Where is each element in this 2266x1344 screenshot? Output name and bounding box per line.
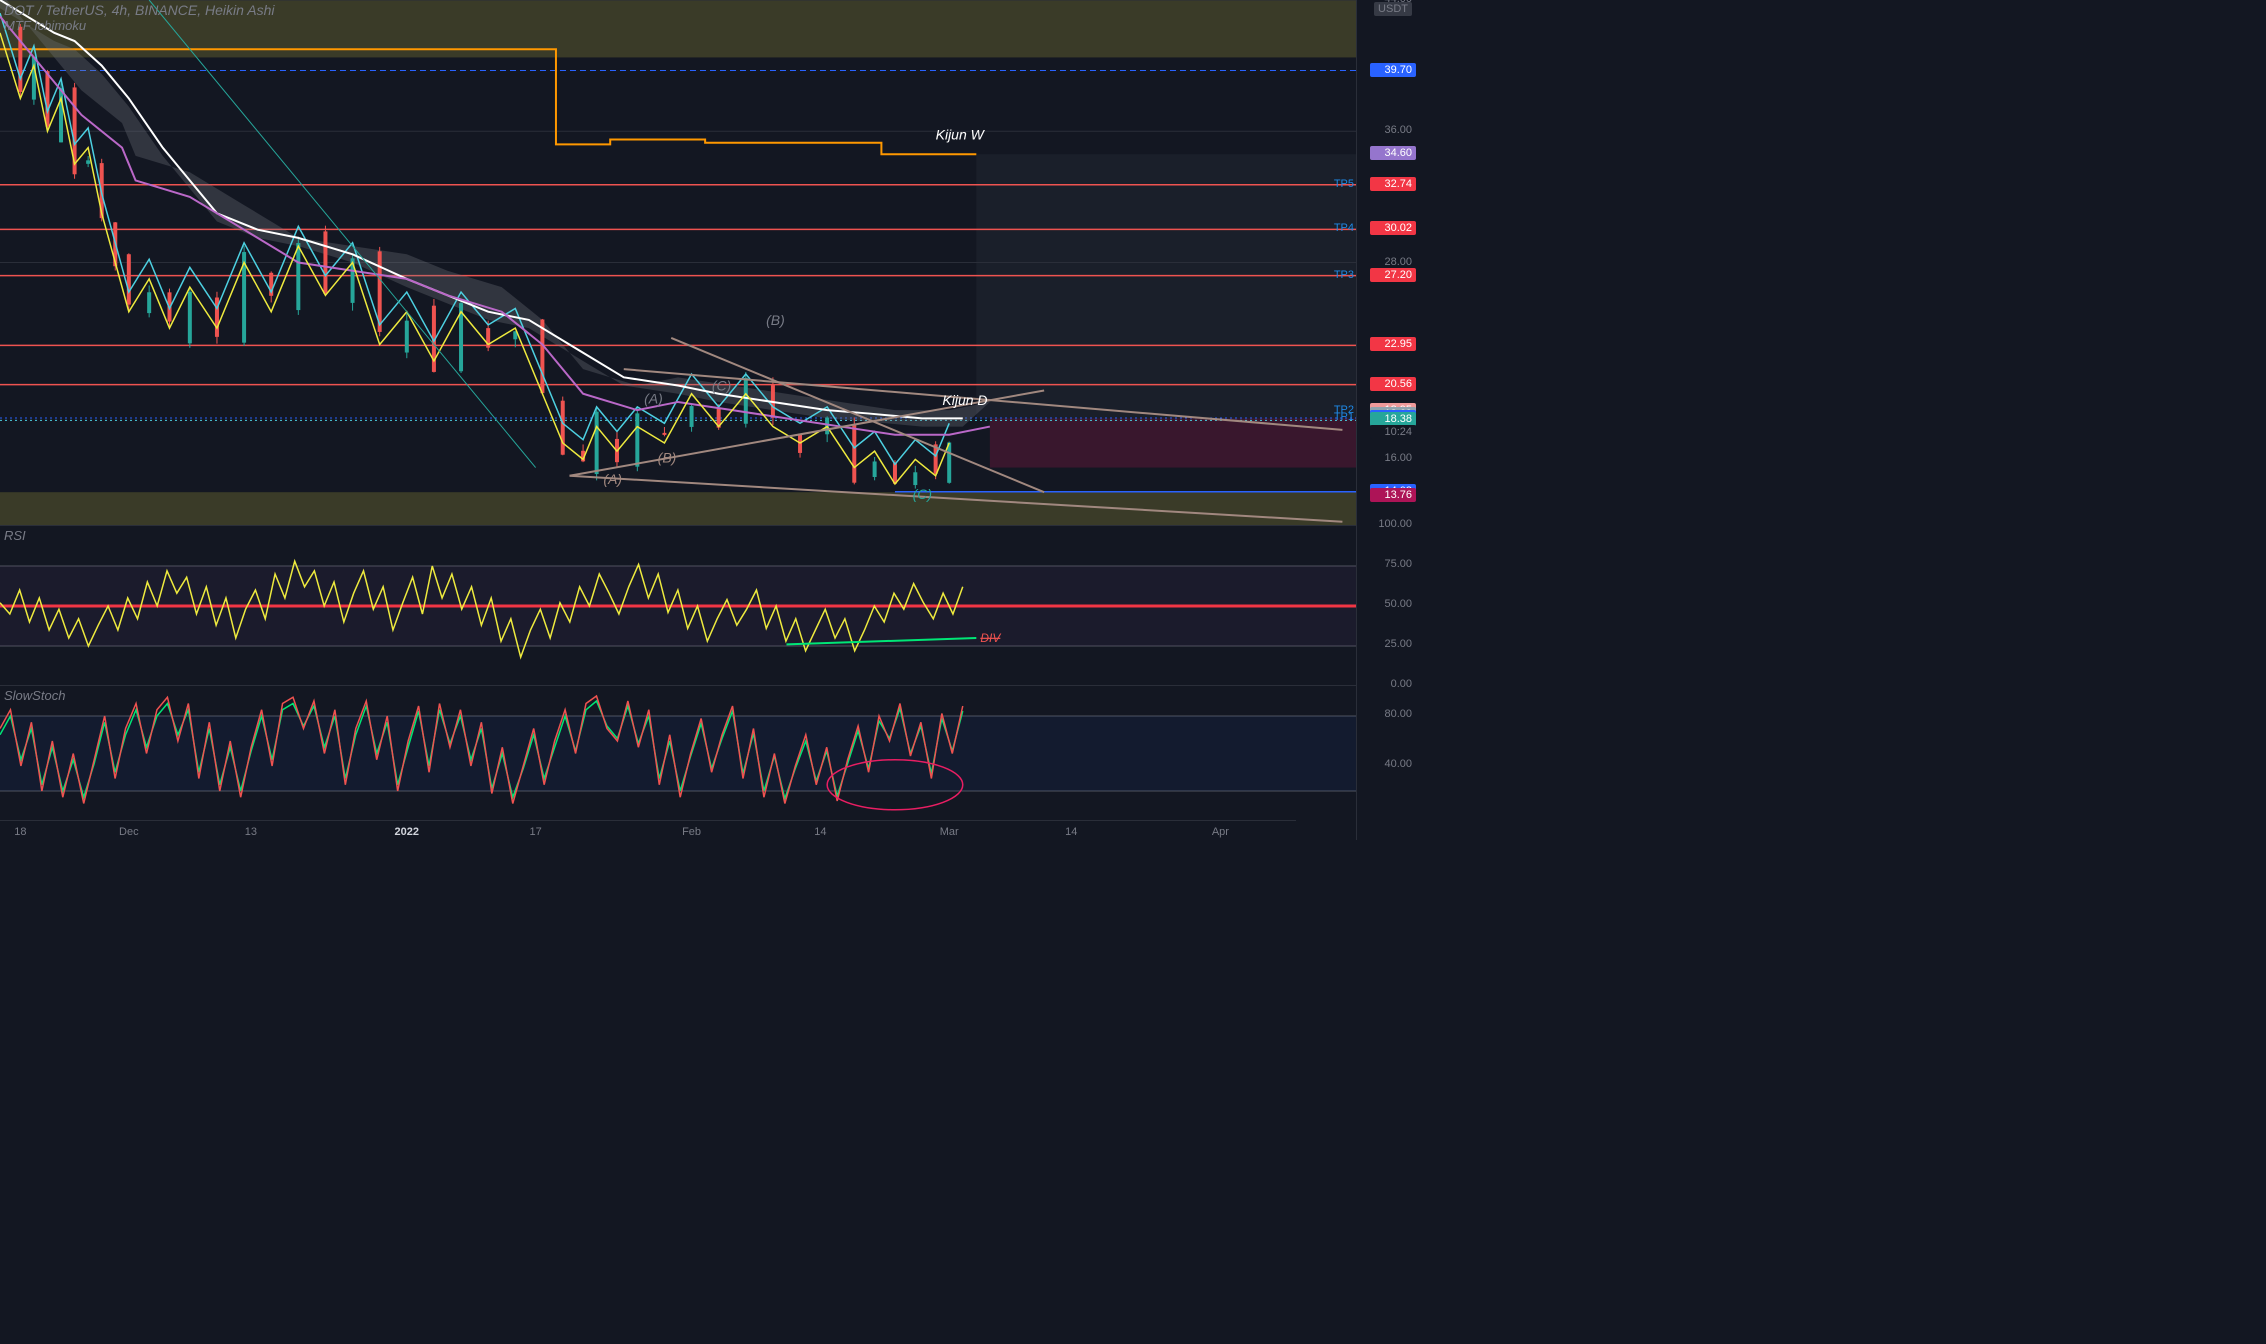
time-tick: Feb xyxy=(682,826,701,838)
price-tag: 44.00 xyxy=(1370,0,1416,6)
svg-text:(A): (A) xyxy=(644,391,663,407)
svg-text:Kijun D: Kijun D xyxy=(942,392,987,408)
stoch-tick: 80.00 xyxy=(1384,708,1412,720)
rsi-pane[interactable]: DIV RSI xyxy=(0,525,1356,685)
price-axis[interactable]: USDT 44.0039.7036.0034.6032.7430.0228.00… xyxy=(1356,0,1416,840)
price-tag: 34.60 xyxy=(1370,146,1416,160)
price-tag: 28.00 xyxy=(1370,255,1416,269)
price-tag: 36.00 xyxy=(1370,123,1416,137)
svg-text:(A): (A) xyxy=(603,471,622,487)
price-tag: 32.74 xyxy=(1370,177,1416,191)
main-price-pane[interactable]: Kijun W Kijun D (A) (B) (C) (A) (B) (C) DOT / T… xyxy=(0,0,1356,525)
time-tick: 14 xyxy=(814,826,826,838)
svg-text:(C): (C) xyxy=(712,377,731,393)
price-tag: 22.95 xyxy=(1370,337,1416,351)
tp-label: TP1 xyxy=(1334,411,1354,423)
rsi-tick: 25.00 xyxy=(1384,638,1412,650)
tp-label: TP5 xyxy=(1334,178,1354,190)
time-tick: 14 xyxy=(1065,826,1077,838)
time-tick: Mar xyxy=(940,826,959,838)
symbol-header: DOT / TetherUS, 4h, BINANCE, Heikin Ashi xyxy=(4,2,275,18)
stoch-label: SlowStoch xyxy=(4,688,65,703)
rsi-label: RSI xyxy=(4,528,26,543)
price-tag: 30.02 xyxy=(1370,221,1416,235)
time-tick: Apr xyxy=(1212,826,1229,838)
stoch-svg xyxy=(0,686,1356,821)
time-tick: 2022 xyxy=(395,826,419,838)
main-chart-svg: Kijun W Kijun D (A) (B) (C) (A) (B) (C) xyxy=(0,0,1356,525)
rsi-svg: DIV xyxy=(0,526,1356,686)
svg-text:(B): (B) xyxy=(766,312,785,328)
tp-label: TP3 xyxy=(1334,269,1354,281)
price-tag: 10:24 xyxy=(1370,425,1416,439)
rsi-tick: 100.00 xyxy=(1378,518,1412,530)
svg-text:Kijun W: Kijun W xyxy=(936,126,986,142)
rsi-tick: 75.00 xyxy=(1384,558,1412,570)
time-axis[interactable]: 18 Dec 13 2022 17 Feb 14 Mar 14 Apr xyxy=(0,820,1296,840)
price-tag: 13.76 xyxy=(1370,488,1416,502)
price-tag: 20.56 xyxy=(1370,377,1416,391)
tp-label: TP4 xyxy=(1334,222,1354,234)
stoch-pane[interactable]: SlowStoch xyxy=(0,685,1356,820)
indicator-name: MTF Ichimoku xyxy=(4,18,86,33)
rsi-tick: 0.00 xyxy=(1391,678,1412,690)
price-tag: 16.00 xyxy=(1370,451,1416,465)
svg-text:(B): (B) xyxy=(658,450,677,466)
time-tick: 18 xyxy=(14,826,26,838)
svg-text:DIV: DIV xyxy=(980,631,1001,645)
time-tick: 17 xyxy=(529,826,541,838)
time-tick: 13 xyxy=(245,826,257,838)
svg-text:(C): (C) xyxy=(913,486,932,502)
price-tag: 27.20 xyxy=(1370,268,1416,282)
price-tag: 39.70 xyxy=(1370,63,1416,77)
time-tick: Dec xyxy=(119,826,139,838)
stoch-tick: 40.00 xyxy=(1384,758,1412,770)
rsi-tick: 50.00 xyxy=(1384,598,1412,610)
